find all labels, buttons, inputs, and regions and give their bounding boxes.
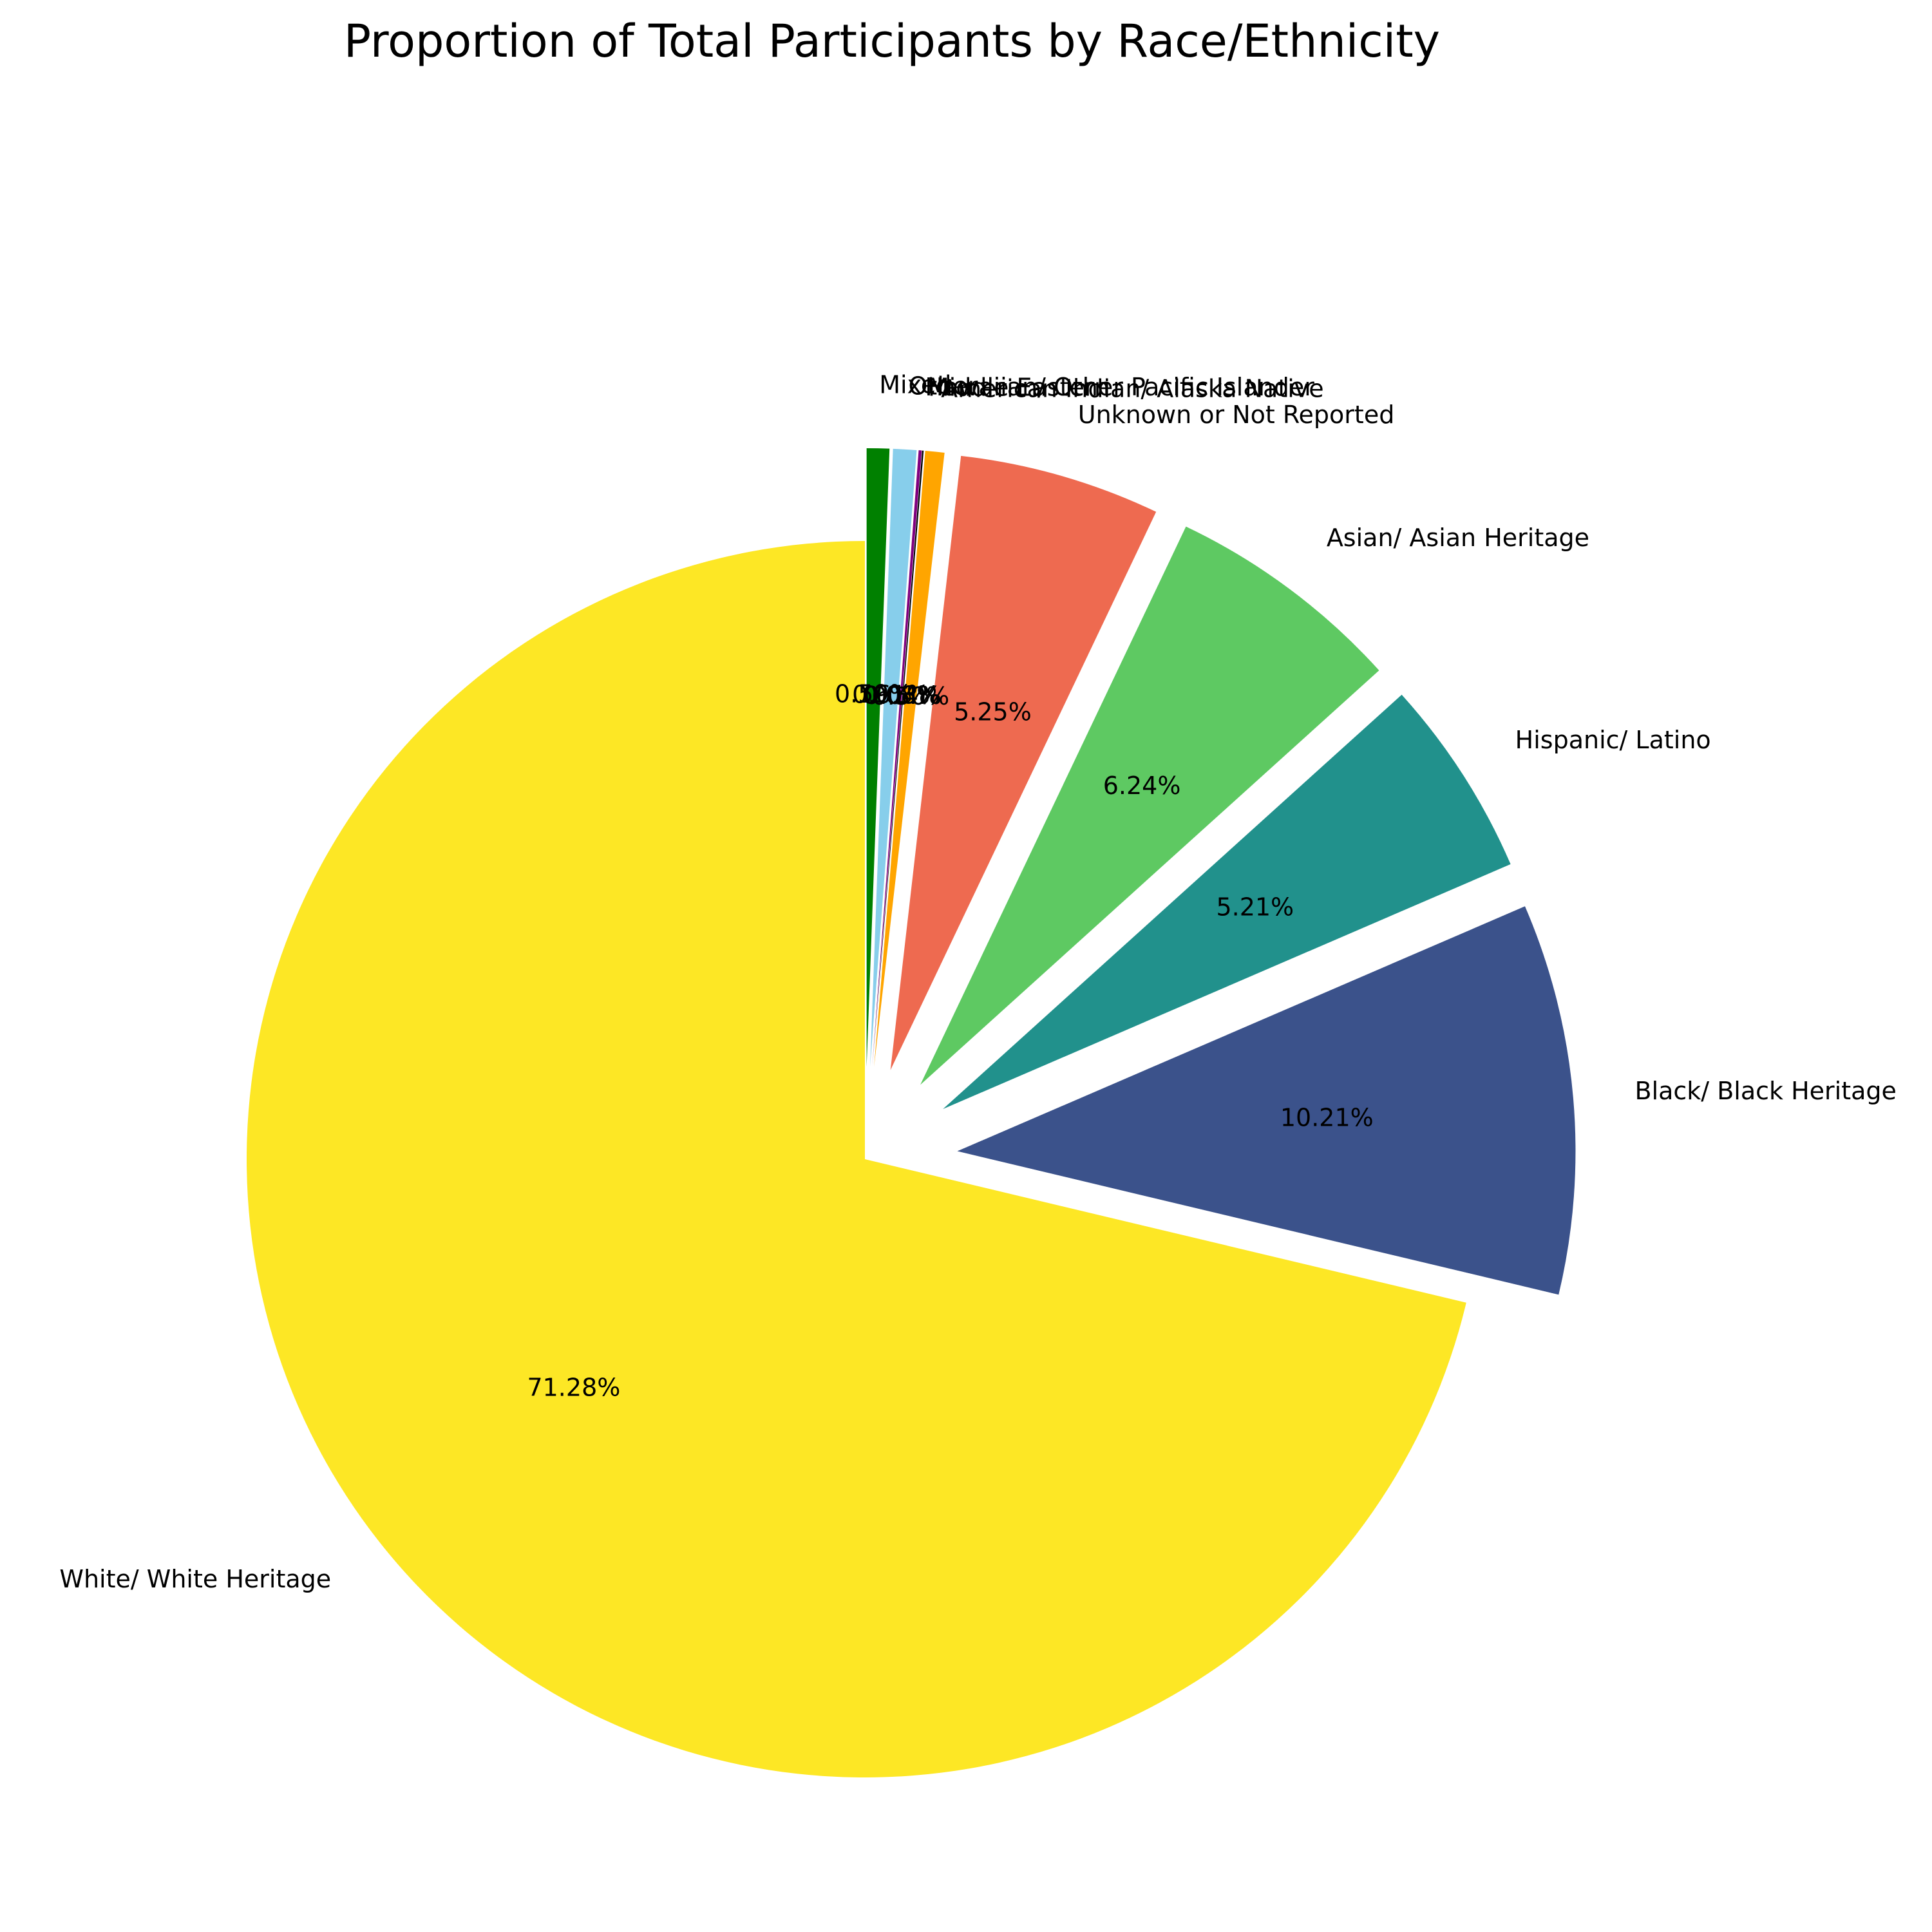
slice-label-asian-asian-heritage: Asian/ Asian Heritage — [1327, 524, 1589, 552]
slice-label-american-indian-alaska-native: American Indian/ Alaska Native — [941, 374, 1324, 402]
pct-label-middle-eastern: 0.04% — [864, 681, 942, 710]
pct-label-mixed: 0.59% — [835, 680, 913, 708]
slice-label-mixed: Mixed — [879, 371, 951, 399]
slice-label-black-black-heritage: Black/ Black Heritage — [1635, 1077, 1897, 1105]
pie-slice-other — [870, 448, 917, 1067]
chart-title: Proportion of Total Participants by Race… — [344, 15, 1440, 68]
pie-slice-white-white-heritage — [247, 541, 1466, 1777]
pie-slice-american-indian-alaska-native — [874, 450, 945, 1067]
pct-label-hispanic-latino: 5.21% — [1216, 893, 1294, 921]
pie-slice-asian-asian-heritage — [920, 526, 1379, 1085]
pie-slice-hawaiian-other-pacific-islander — [872, 450, 922, 1067]
pct-label-other: 0.61% — [852, 681, 930, 709]
pct-label-white-white-heritage: 71.28% — [527, 1373, 620, 1401]
percentage-labels: 0.59%0.61%0.08%0.04%0.50%5.25% 6.24% 5.21%… — [527, 680, 1373, 1402]
pie-slice-unknown-or-not-reported — [890, 455, 1157, 1070]
pie-slice-hispanic-latino — [943, 694, 1511, 1110]
pct-label-unknown-or-not-reported: 5.25% — [954, 697, 1032, 726]
pie-slice-mixed — [866, 448, 890, 1067]
pie-slice-black-black-heritage — [957, 906, 1576, 1295]
pct-label-hawaiian-other-pacific-islander: 0.08% — [862, 681, 940, 710]
slice-label-middle-eastern: Middle Eastern — [928, 374, 1110, 402]
pct-label-black-black-heritage: 10.21% — [1280, 1103, 1374, 1132]
pct-label-american-indian-alaska-native: 0.50% — [872, 682, 950, 710]
slice-label-white-white-heritage: White/ White Heritage — [59, 1565, 331, 1593]
pie-slices — [247, 448, 1576, 1777]
slice-label-hispanic-latino: Hispanic/ Latino — [1515, 726, 1711, 754]
slice-label-unknown-or-not-reported: Unknown or Not Reported — [1078, 401, 1395, 429]
pie-slice-middle-eastern — [872, 450, 924, 1067]
slice-label-other: Other — [908, 372, 978, 400]
pct-label-asian-asian-heritage: 6.24% — [1103, 772, 1181, 800]
slice-label-hawaiian-other-pacific-islander: Hawaiian/ Other Pacific Islander — [925, 373, 1314, 401]
